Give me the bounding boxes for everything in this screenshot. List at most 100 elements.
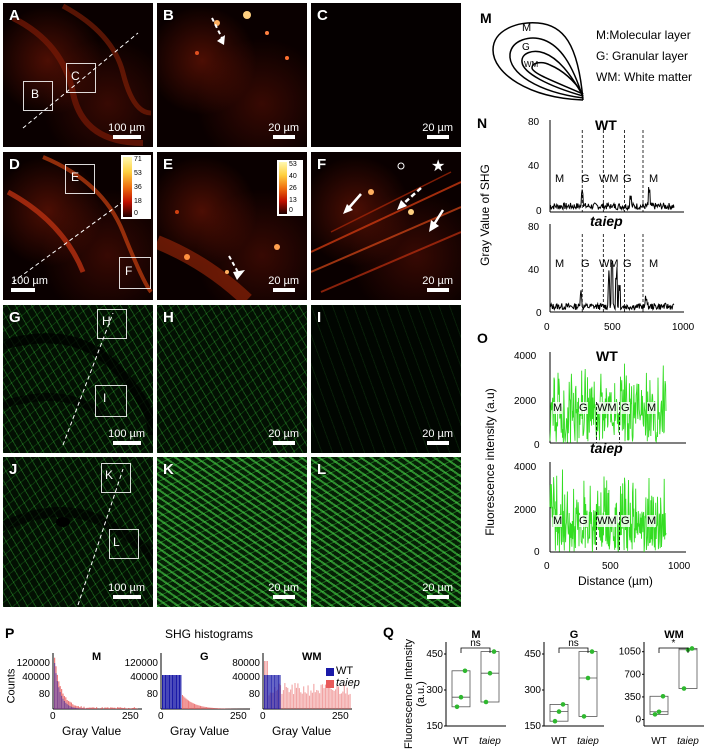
p-bar-taiep [198,705,199,709]
q-point [459,695,464,700]
q-point [557,709,562,714]
panel-e-label: E [163,156,173,173]
p-bar-taiep [213,708,214,709]
o-taiep-title: taiep [590,440,623,456]
p-bar-wt [179,675,180,709]
scale-bar-h-text: 20 µm [268,428,299,440]
q-xlabel: taiep [577,736,599,747]
panel-j-label: J [9,461,17,478]
cerebellum-layer-diagram [488,18,598,108]
region-label: M [647,402,656,414]
p-bar-taiep [284,683,285,709]
o-ytick-0-2: 0 [534,547,540,558]
scale-bar-e: 20 µm [268,275,299,292]
p-bar-taiep [196,705,197,709]
o-xtick-0: 0 [544,561,550,572]
p-bar-taiep [290,690,291,709]
p-bar-taiep [193,703,194,709]
p-bar-wt [177,675,178,709]
p-bar-taiep [335,689,336,709]
p-xtick: 250 [332,711,349,722]
p-bar-taiep [342,692,343,709]
legend-granular: G: Granular layer [596,49,688,63]
region-label: M [555,258,564,270]
n-ytick-zero-2: 0 [536,308,542,319]
o-ytick-2000: 2000 [514,396,536,407]
legend-taiep-label: taiep [336,677,360,689]
q-point [561,702,566,707]
q-ytick: 450 [524,649,541,660]
p-bar-taiep [212,708,213,709]
p-bar-wt [74,708,75,709]
scale-bar-j-text: 100 µm [108,582,145,594]
panel-h-label: H [163,309,174,326]
p-bar-taiep [135,708,136,709]
q-ytick: 0 [635,715,641,726]
colorbar-e-tick: 40 [289,173,297,180]
colorbar-d-tick: 71 [134,156,142,163]
inset-box-e [65,164,95,194]
scale-bar-a-text: 100 µm [108,122,145,134]
q-sig-label: * [672,638,676,649]
p-bar-taiep [208,707,209,709]
scale-bar-g: 100 µm [108,428,145,445]
diagram-letter-g: G [522,42,530,53]
n-wt-title: WT [595,117,617,133]
region-label: G [623,258,632,270]
panel-k-label: K [163,461,174,478]
p-bar-taiep [202,706,203,709]
scale-bar-f: 20 µm [422,275,453,292]
p-bar-taiep [182,695,183,709]
panel-f-label: F [317,156,326,173]
region-label: G [581,173,590,185]
region-label: G [579,515,588,527]
q-point [463,669,468,674]
region-label: WM [597,402,617,414]
q-ytick: 700 [624,669,641,680]
p-bar-wt [61,696,62,709]
p-bar-taiep [95,708,96,709]
p-bar-taiep [302,694,303,709]
scale-bar-l-text: 20 µm [422,582,453,594]
p-bar-taiep [189,701,190,709]
panel-j-image: J K L 100 µm [3,457,153,607]
q-xlabel: WT [551,736,567,747]
p-bar-taiep [120,707,121,709]
p-bar-taiep [124,708,125,709]
p-bar-taiep [210,708,211,709]
p-bar-taiep [128,708,129,709]
p-bar-taiep [341,693,342,709]
region-label: G [579,402,588,414]
q-point [488,671,493,676]
q-ytick: 450 [426,649,443,660]
p-xlabel: Gray Value [62,724,121,738]
p-bar-wt [265,675,266,709]
p-bar-taiep [350,694,351,709]
p-xtick: 0 [50,711,56,722]
scale-bar-j: 100 µm [108,582,145,599]
p-bar-taiep [321,685,322,709]
q-box [579,652,597,717]
q-point [661,694,666,699]
p-ytick: 80 [249,689,260,700]
p-ytick: 120000 [17,658,50,669]
q-point [590,649,595,654]
n-ylabel: Gray Value of SHG [478,155,492,275]
p-bar-taiep [110,707,111,709]
q-point [455,705,460,710]
region-label: M [555,173,564,185]
p-bar-taiep [200,706,201,709]
p-bar-wt [71,707,72,709]
scale-bar-e-text: 20 µm [268,275,299,287]
p-bar-taiep [308,685,309,709]
p-bar-taiep [297,683,298,709]
p-bar-wt [180,675,181,709]
p-bar-taiep [345,693,346,709]
o-ytick-0: 0 [534,440,540,451]
p-bar-wt [274,675,275,709]
region-label: WM [597,515,617,527]
panel-b-image: B 20 µm [157,3,307,147]
scale-bar-k-text: 20 µm [268,582,299,594]
q-xlabel: taiep [479,736,501,747]
p-xtick: 250 [230,711,247,722]
